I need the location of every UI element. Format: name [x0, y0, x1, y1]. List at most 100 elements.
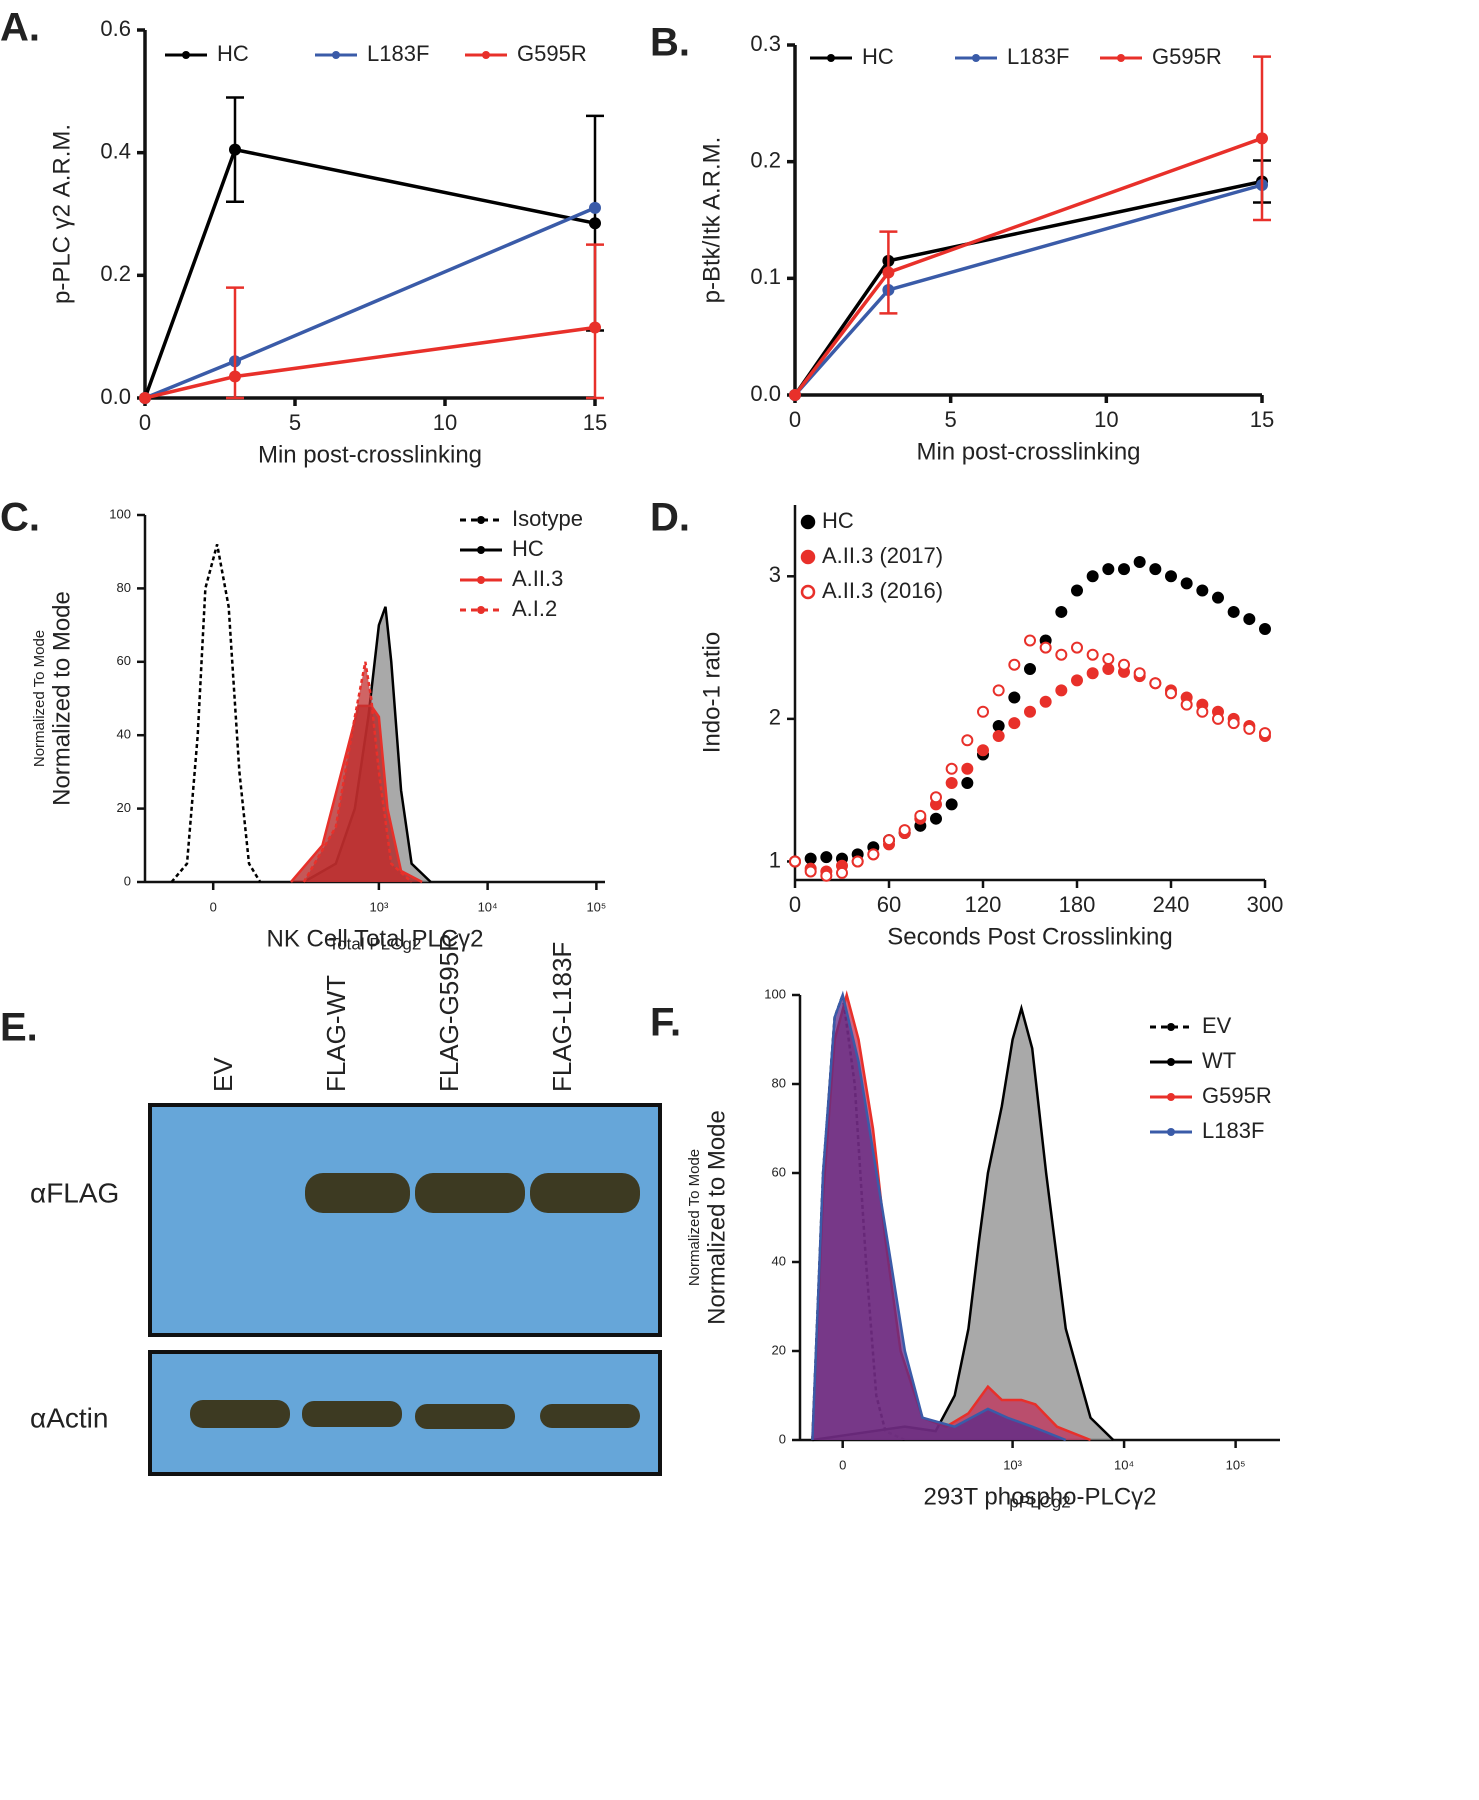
histogram-curve [302, 661, 413, 883]
panel-label: C. [0, 496, 40, 540]
series-line [144, 206, 596, 400]
legend-marker [182, 51, 190, 59]
x-tick-label: 120 [965, 892, 1002, 917]
point [820, 869, 833, 882]
y-tick-label: 2 [769, 705, 781, 730]
band [415, 1404, 515, 1429]
y-tick-label: 40 [772, 1253, 786, 1268]
histogram-curve [170, 544, 262, 883]
x-tick-label: 180 [1059, 892, 1096, 917]
y-tick-label: 0.1 [750, 264, 781, 289]
point [589, 201, 601, 214]
point [882, 266, 895, 279]
y-tick-label: 60 [117, 653, 131, 668]
y-tick-label: 20 [117, 800, 131, 815]
point [1133, 556, 1146, 569]
error-bar [586, 243, 604, 400]
point [1196, 584, 1209, 597]
point [898, 824, 911, 837]
x-axis-label: Seconds Post Crosslinking [887, 923, 1172, 950]
x-tick-label: 0 [210, 899, 217, 914]
legend-label: HC [822, 508, 854, 533]
point [1256, 132, 1268, 145]
x-axis-label: Min post-crosslinking [916, 438, 1140, 465]
x-tick-label: 10⁴ [478, 899, 498, 914]
row-label: αActin [30, 1402, 108, 1433]
legend-label: G595R [1202, 1083, 1272, 1108]
point [945, 762, 958, 775]
y-axis-label: Normalized to Mode [703, 1110, 730, 1325]
point [1086, 667, 1099, 680]
point [1212, 712, 1224, 725]
point [1071, 641, 1083, 654]
y-tick-label: 0.0 [100, 384, 131, 409]
point [945, 777, 958, 790]
legend-marker [477, 516, 485, 524]
x-axis-label: 293T phospho-PLCγ2 [923, 1483, 1156, 1510]
point [139, 392, 151, 404]
point [1024, 634, 1036, 647]
legend-label: L183F [367, 41, 429, 66]
panel-label: B. [650, 21, 690, 65]
point [836, 866, 848, 879]
point [992, 684, 1005, 697]
legend-label: L183F [1007, 44, 1069, 69]
band [190, 1400, 290, 1428]
point [1243, 722, 1256, 735]
series-line [143, 147, 596, 399]
y-tick-label: 3 [769, 562, 781, 587]
series-line [793, 183, 1263, 397]
lane-label: EV [208, 1057, 238, 1092]
y-tick-label: 0.6 [100, 16, 131, 41]
point [977, 705, 989, 718]
point [930, 791, 942, 804]
legend-label: A.II.3 [512, 566, 563, 591]
legend-label: G595R [1152, 44, 1222, 69]
x-axis-label-small: Total PLCg2 [329, 934, 422, 953]
series-line [144, 325, 596, 400]
point [1008, 717, 1021, 730]
point [1055, 605, 1068, 618]
panel-label: F. [650, 1001, 681, 1045]
legend-marker [1117, 54, 1125, 62]
x-axis-label-small: pPLCg2 [1009, 1492, 1070, 1511]
x-tick-label: 10⁴ [1114, 1457, 1134, 1472]
y-tick-label: 1 [769, 847, 781, 872]
legend-marker [800, 584, 816, 600]
x-tick-label: 10³ [369, 899, 388, 914]
point [1008, 691, 1021, 704]
point [1024, 705, 1036, 718]
legend-marker [477, 606, 485, 614]
legend-marker [477, 546, 485, 554]
panel-label: D. [650, 496, 690, 540]
band [530, 1173, 640, 1213]
x-tick-label: 15 [583, 410, 607, 435]
point [945, 798, 958, 811]
lane-label: FLAG-WT [321, 975, 351, 1092]
point [1149, 563, 1162, 576]
point [1118, 658, 1130, 671]
legend-label: WT [1202, 1048, 1236, 1073]
point [789, 389, 801, 401]
point [1180, 698, 1193, 711]
x-tick-label: 5 [289, 410, 301, 435]
blot-membrane [148, 1103, 662, 1337]
x-tick-label: 5 [945, 407, 957, 432]
y-axis-label: Normalized to Mode [48, 591, 75, 806]
y-tick-label: 40 [117, 727, 131, 742]
y-tick-label: 0.2 [100, 261, 131, 286]
point [1133, 667, 1146, 680]
y-tick-label: 0.3 [750, 31, 781, 56]
point [1055, 684, 1068, 697]
legend-marker [332, 51, 340, 59]
point [883, 834, 895, 847]
y-tick-label: 100 [764, 986, 786, 1001]
point [589, 321, 601, 334]
point [961, 777, 974, 790]
x-tick-label: 60 [877, 892, 901, 917]
legend-marker [800, 514, 816, 530]
row-label: αFLAG [30, 1177, 119, 1208]
point [961, 762, 974, 775]
point [1259, 623, 1271, 636]
legend-marker [1167, 1023, 1175, 1031]
